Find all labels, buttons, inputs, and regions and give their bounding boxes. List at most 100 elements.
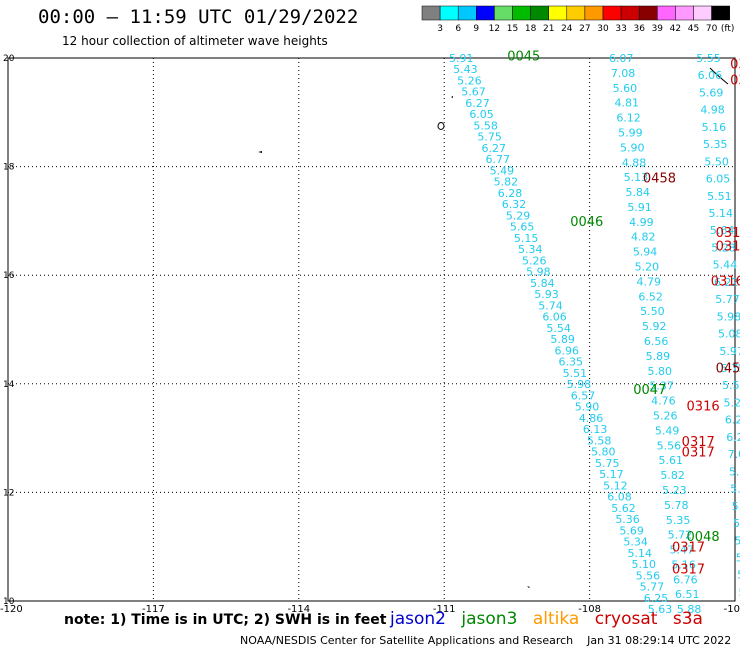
footer: NOAA/NESDIS Center for Satellite Applica… bbox=[240, 634, 731, 647]
wave-height-value: 5.75 bbox=[477, 131, 502, 144]
wave-height-value: 6.12 bbox=[616, 112, 641, 125]
wave-height-value: 5.51 bbox=[722, 379, 740, 392]
wave-height-value: 6.05 bbox=[706, 173, 731, 186]
wave-height-value: 5.62 bbox=[611, 502, 636, 515]
longitude-tick-label: -108 bbox=[578, 604, 601, 615]
wave-height-value: 5.35 bbox=[703, 138, 728, 151]
wave-height-value: 6.25 bbox=[725, 414, 740, 427]
pass-time-label: 03 bbox=[730, 57, 740, 72]
legend-swatch bbox=[512, 5, 531, 21]
wave-height-value: 6.06 bbox=[542, 311, 567, 324]
wave-height-value: 5.29 bbox=[506, 209, 531, 222]
wave-height-value: 5.77 bbox=[715, 293, 740, 306]
wave-height-value: 6.52 bbox=[638, 290, 663, 303]
wave-height-value: 5.56 bbox=[657, 439, 682, 452]
wave-height-value: 5.84 bbox=[530, 277, 555, 290]
coastline bbox=[709, 67, 729, 85]
page-title: 00:00 – 11:59 UTC 01/29/2022 bbox=[38, 6, 359, 28]
wave-height-value: 5.27 bbox=[729, 465, 740, 478]
wave-height-value: 5.37 bbox=[649, 380, 674, 393]
wave-height-value: 4.86 bbox=[579, 412, 604, 425]
pass-time-label: 0317 bbox=[682, 446, 715, 461]
wave-height-value: 5.84 bbox=[625, 186, 650, 199]
legend-swatch bbox=[711, 5, 730, 21]
legend-swatch bbox=[457, 5, 477, 21]
legend-bin-label: 12 bbox=[489, 24, 500, 34]
island-outlines bbox=[258, 67, 729, 588]
wave-height-value: 6.27 bbox=[465, 97, 490, 110]
wave-height-value: 4.98 bbox=[700, 104, 725, 117]
satellite-cryosat: cryosat bbox=[594, 609, 658, 629]
wave-height-value: 4.81 bbox=[614, 97, 639, 110]
legend-swatch bbox=[476, 5, 495, 21]
wave-height-value: 6.76 bbox=[673, 573, 698, 586]
latitude-tick-label: 18 bbox=[3, 163, 15, 173]
latitude-tick-labels: 20 18 16 14 12 10 bbox=[3, 54, 15, 607]
wave-height-value: 5.14 bbox=[627, 547, 652, 560]
wave-height-value: 6.29 bbox=[726, 431, 740, 444]
legend-bin-label: 42 bbox=[670, 24, 681, 34]
wave-height-value: 5.93 bbox=[534, 288, 559, 301]
wave-height-value: 6.06 bbox=[698, 69, 723, 82]
latitude-tick-label: 16 bbox=[3, 271, 15, 281]
legend-swatch bbox=[675, 5, 694, 21]
wave-height-value: 5.17 bbox=[599, 468, 624, 481]
longitude-tick-label: -117 bbox=[142, 604, 165, 615]
wave-height-value: 5.60 bbox=[737, 569, 740, 582]
latitude-tick-label: 12 bbox=[3, 488, 14, 498]
wave-height-value: 5.90 bbox=[575, 401, 600, 414]
wave-height-value: 5.91 bbox=[449, 52, 474, 65]
pass-time-label: 0317 bbox=[682, 435, 715, 450]
legend-swatch bbox=[530, 5, 549, 21]
legend-swatch bbox=[439, 5, 459, 21]
wave-height-value: 5.94 bbox=[736, 551, 740, 564]
page-subtitle: 12 hour collection of altimeter wave hei… bbox=[62, 34, 328, 48]
wave-height-value: 6.28 bbox=[498, 187, 523, 200]
pass-time-label: 0046 bbox=[570, 215, 603, 230]
wave-height-tracks: 5.915.435.265.676.276.055.585.756.276.77… bbox=[449, 52, 740, 616]
wave-height-value: 5.34 bbox=[518, 243, 543, 256]
wave-height-value: 5.90 bbox=[620, 141, 645, 154]
wave-height-color-legend: 3 6 9 12 15 18 21 24 27 30 33 36 39 42 45 70 (ft) bbox=[421, 5, 734, 34]
pass-time-label: 0315 bbox=[716, 226, 740, 241]
wave-height-value: 5.75 bbox=[595, 457, 620, 470]
wave-height-value: 5.13 bbox=[624, 171, 649, 184]
wave-height-value: 5.94 bbox=[633, 246, 658, 259]
wave-height-value: 5.98 bbox=[567, 378, 592, 391]
legend-bin-label: 33 bbox=[615, 24, 626, 34]
wave-height-value: 5.91 bbox=[627, 201, 652, 214]
wave-height-value: 6.56 bbox=[644, 335, 669, 348]
wave-height-value: 5.20 bbox=[635, 261, 660, 274]
island-shape bbox=[527, 586, 530, 588]
longitude-tick-labels: -120 -117 -114 -111 -108 -10 bbox=[0, 604, 740, 615]
wave-height-value: 5.97 bbox=[719, 345, 740, 358]
legend-bin-label: 27 bbox=[579, 24, 590, 34]
wave-height-value: 5.16 bbox=[702, 121, 727, 134]
legend-swatch bbox=[494, 5, 513, 21]
lat-lon-grid bbox=[7, 57, 736, 602]
wave-height-value: 5.80 bbox=[591, 446, 616, 459]
pass-time-label: 0316 bbox=[716, 239, 740, 254]
wave-height-value: 5.35 bbox=[666, 514, 691, 527]
legend-bin-label: 24 bbox=[561, 24, 573, 34]
longitude-tick-label: -10 bbox=[724, 604, 740, 615]
wave-height-value: 5.80 bbox=[647, 365, 672, 378]
wave-height-value: 6.25 bbox=[644, 592, 669, 605]
pass-time-labels: 0045004600470048045804570303103150316031… bbox=[507, 49, 740, 577]
satellite-key: jason2 jason3 altika cryosat s3a bbox=[390, 609, 703, 629]
wave-height-value: 5.54 bbox=[546, 322, 571, 335]
legend-bin-label: 36 bbox=[633, 24, 645, 34]
wave-height-value: 6.77 bbox=[486, 153, 511, 166]
wave-height-value: 7.08 bbox=[611, 67, 636, 80]
legend-swatch bbox=[657, 5, 676, 21]
wave-height-value: 5.92 bbox=[642, 320, 667, 333]
wave-height-value: 5.78 bbox=[664, 499, 689, 512]
satellite-jason3: jason3 bbox=[461, 609, 518, 629]
wave-height-value: 5.49 bbox=[490, 164, 515, 177]
wave-height-value: 4.88 bbox=[622, 156, 647, 169]
wave-height-value: 5.23 bbox=[662, 484, 687, 497]
wave-height-value: 5.99 bbox=[618, 126, 643, 139]
legend-swatch bbox=[620, 5, 640, 21]
wave-height-value: 5.64 bbox=[710, 224, 735, 237]
wave-height-value: 5.55 bbox=[696, 52, 721, 65]
